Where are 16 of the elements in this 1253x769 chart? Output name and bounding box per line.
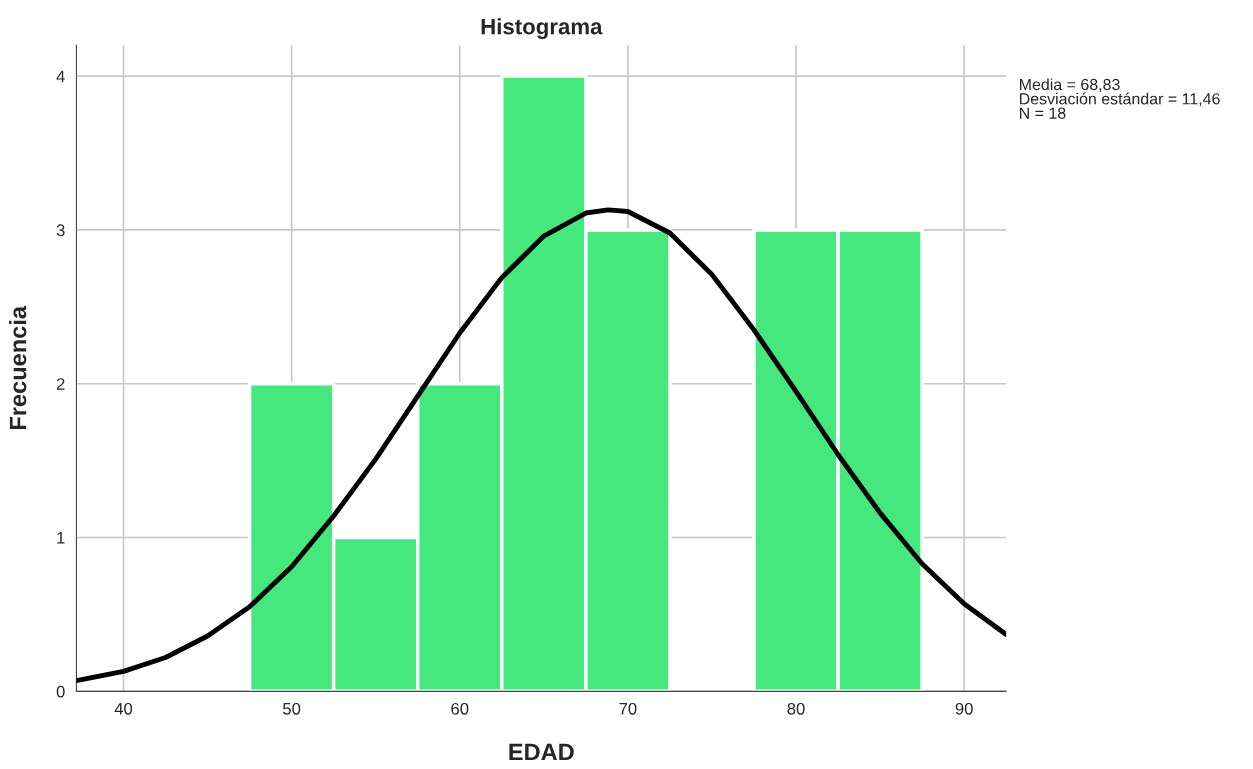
y-tick-label: 3 [56,224,65,237]
x-tick-label: 70 [619,702,637,715]
x-tick-label: 40 [114,702,133,715]
line-series [76,207,1007,683]
y-tick-label: 2 [56,378,65,390]
chart-title: Histograma [481,18,603,39]
x-tick-label: 60 [451,702,469,715]
x-tick-label: 90 [955,702,973,715]
x-tick-label: 50 [283,702,301,715]
x-tick-label: 80 [787,702,805,715]
x-axis-title: EDAD [509,743,574,761]
y-tick-label: 4 [56,70,65,83]
y-axis-title: Frecuencia [9,305,27,430]
text: Media = 68,83 Desviación estándar = 11,46 N = 18 [1020,78,1220,119]
y-tick-label: 0 [56,685,65,698]
y-tick-label: 1 [57,532,65,544]
